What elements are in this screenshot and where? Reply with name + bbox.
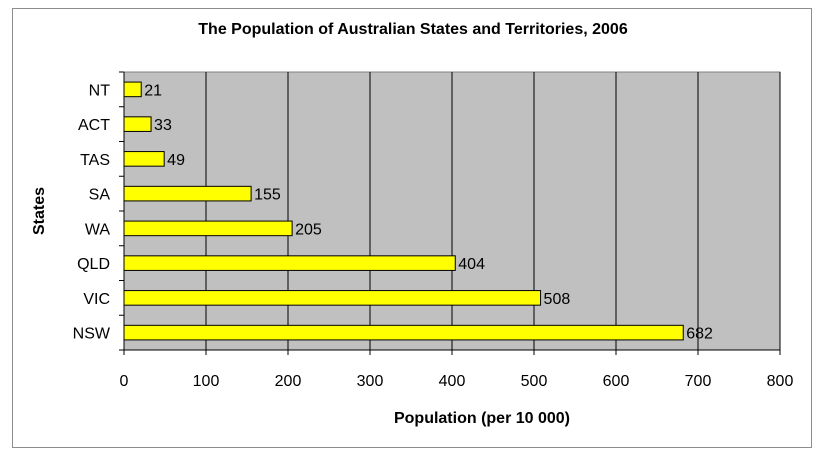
y-tick-label: VIC xyxy=(83,291,110,308)
y-tick-label: SA xyxy=(89,187,111,204)
bar xyxy=(123,185,252,202)
x-tick-label: 800 xyxy=(767,373,794,390)
x-tick-label: 300 xyxy=(357,373,384,390)
x-tick-label: 0 xyxy=(120,373,129,390)
data-label: 205 xyxy=(295,221,322,238)
x-tick-label: 400 xyxy=(439,373,466,390)
y-tick-label: ACT xyxy=(78,117,110,134)
y-tick-label: NSW xyxy=(73,326,111,343)
y-tick-label: WA xyxy=(85,221,111,238)
bar xyxy=(123,220,293,237)
bar xyxy=(123,324,684,341)
bar xyxy=(123,116,152,132)
y-tick-label: QLD xyxy=(77,256,110,273)
data-label: 33 xyxy=(154,117,172,134)
bar xyxy=(123,290,542,306)
bar xyxy=(123,151,165,167)
chart-title: The Population of Australian States and … xyxy=(198,21,628,38)
bar xyxy=(123,255,456,271)
data-label: 404 xyxy=(458,256,485,273)
y-tick-label: NT xyxy=(89,82,111,99)
x-tick-label: 200 xyxy=(275,373,302,390)
y-axis-title: States xyxy=(31,187,48,235)
data-label: 49 xyxy=(167,152,185,169)
data-label: 682 xyxy=(686,326,713,343)
x-tick-label: 500 xyxy=(521,373,548,390)
bar xyxy=(123,81,142,98)
x-tick-label: 600 xyxy=(603,373,630,390)
x-axis-title: Population (per 10 000) xyxy=(394,410,570,427)
data-label: 155 xyxy=(254,187,281,204)
x-tick-label: 100 xyxy=(193,373,220,390)
y-tick-label: TAS xyxy=(80,152,110,169)
data-label: 21 xyxy=(144,82,162,99)
x-tick-label: 700 xyxy=(685,373,712,390)
data-label: 508 xyxy=(544,291,571,308)
